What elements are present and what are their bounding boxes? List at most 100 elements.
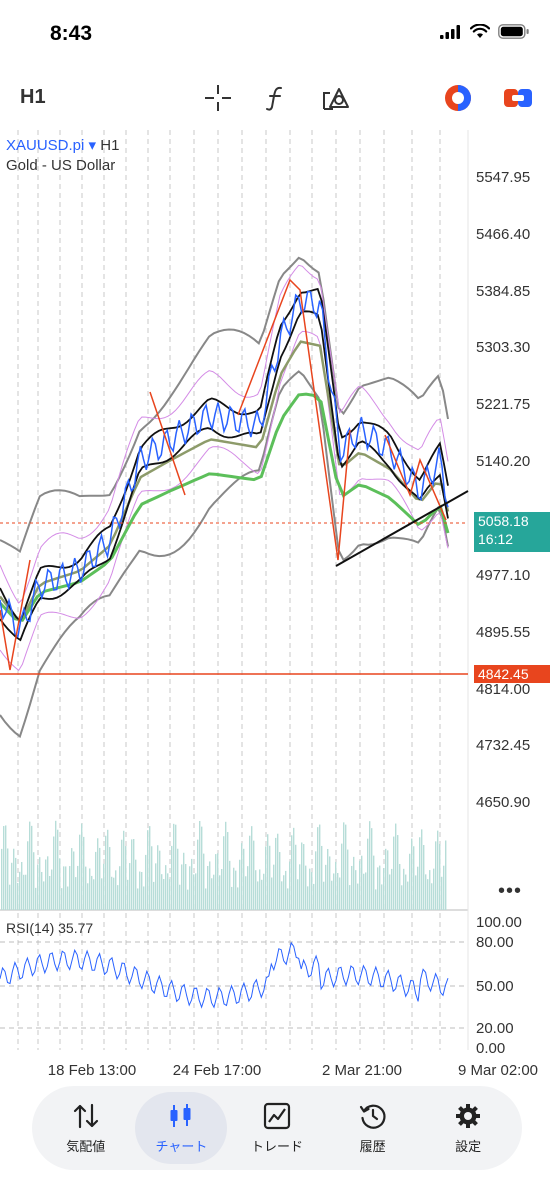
volume-bar xyxy=(23,874,25,910)
volume-bar xyxy=(55,820,57,910)
price-axis-label: 5547.95 xyxy=(476,169,530,186)
symbol-description: Gold - US Dollar xyxy=(6,157,116,174)
nav-history[interactable]: 履歴 xyxy=(327,1092,419,1164)
price-chart[interactable]: 5547.95 5466.40 5384.85 5303.30 5221.75 5140.… xyxy=(0,130,554,1080)
volume-bar xyxy=(167,873,169,910)
symbol-timeframe: H1 xyxy=(100,137,120,154)
candlestick-icon xyxy=(167,1102,195,1130)
status-icons xyxy=(440,24,530,39)
nav-quotes-label: 気配値 xyxy=(66,1138,106,1154)
volume-bar xyxy=(209,861,211,910)
objects-icon[interactable] xyxy=(320,82,352,114)
volume-bar xyxy=(235,870,237,910)
volume-bar xyxy=(63,866,65,910)
volume-bar xyxy=(129,863,131,910)
volume-bar xyxy=(325,864,327,910)
volume-bar xyxy=(261,879,263,910)
price-axis-label: 4732.45 xyxy=(476,737,530,754)
volume-bar xyxy=(201,826,203,910)
current-price: 5058.18 xyxy=(478,513,529,529)
volume-bar xyxy=(41,871,43,910)
volume-bar xyxy=(111,876,113,910)
volume-bar xyxy=(307,886,309,910)
nav-trade[interactable]: トレード xyxy=(231,1092,323,1164)
volume-bar xyxy=(291,835,293,910)
volume-bar xyxy=(249,835,251,910)
volume-bar xyxy=(311,872,313,910)
volume-bar xyxy=(197,839,199,910)
bar-countdown: 16:12 xyxy=(478,531,514,547)
volume-bar xyxy=(171,845,173,910)
chart-canvas[interactable]: 5547.95 5466.40 5384.85 5303.30 5221.75 5140.… xyxy=(0,130,554,1080)
nav-quotes[interactable]: 気配値 xyxy=(40,1092,132,1164)
volume-bar xyxy=(49,876,51,910)
volume-bar xyxy=(277,833,279,910)
volume-bar xyxy=(237,887,239,910)
volume-bar xyxy=(251,826,253,910)
volume-bar xyxy=(163,879,165,910)
volume-bar xyxy=(31,825,33,910)
volume-bar xyxy=(407,881,409,910)
bottom-nav: 気配値 チャート トレード 履歴 xyxy=(32,1086,522,1170)
function-icon[interactable] xyxy=(260,82,292,114)
volume-bar xyxy=(439,844,441,910)
volume-bar xyxy=(405,874,407,910)
volume-bar xyxy=(153,881,155,910)
more-icon[interactable]: ••• xyxy=(498,880,523,902)
price-axis-label: 4650.90 xyxy=(476,794,530,811)
price-line xyxy=(0,290,449,639)
volume-bar xyxy=(157,845,159,910)
volume-bar xyxy=(107,829,109,910)
volume-bar xyxy=(245,876,247,910)
lower-band-line xyxy=(0,330,449,672)
rsi-line xyxy=(0,941,449,1009)
status-time: 8:43 xyxy=(50,22,93,45)
volume-bar xyxy=(231,886,233,910)
volume-bar xyxy=(239,859,241,910)
volume-bar xyxy=(131,839,133,910)
volume-bar xyxy=(429,870,431,910)
status-bar: 8:43 xyxy=(0,0,554,70)
horizontal-line-price-tag: 4842.45 xyxy=(474,665,550,683)
volume-bar xyxy=(27,841,29,910)
volume-bar xyxy=(339,877,341,910)
rsi-axis-label: 80.00 xyxy=(476,934,514,951)
volume-bar xyxy=(295,844,297,910)
volume-bar xyxy=(247,866,249,910)
account-icon[interactable] xyxy=(442,82,474,114)
volume-bar xyxy=(127,879,129,910)
volume-bar xyxy=(15,857,17,910)
nav-settings[interactable]: 設定 xyxy=(422,1092,514,1164)
price-axis-label: 4814.00 xyxy=(476,681,530,698)
connect-icon[interactable] xyxy=(502,82,534,114)
volume-bar xyxy=(99,847,101,910)
symbol-title[interactable]: XAUUSD.pi ▾ H1 xyxy=(6,136,119,154)
volume-bar xyxy=(301,842,303,910)
volume-bar xyxy=(397,835,399,910)
gear-icon xyxy=(454,1102,482,1130)
timeframe-button[interactable]: H1 xyxy=(20,86,46,108)
nav-chart[interactable]: チャート xyxy=(135,1092,228,1164)
price-axis-label: 5466.40 xyxy=(476,226,530,243)
symbol-dropdown-icon[interactable]: ▾ xyxy=(88,137,97,154)
signal-icon xyxy=(440,24,460,39)
volume-bar xyxy=(253,840,255,910)
price-axis-label: 4895.55 xyxy=(476,624,530,641)
volume-bar xyxy=(217,853,219,910)
rsi-axis-label: 0.00 xyxy=(476,1040,505,1057)
volume-bar xyxy=(395,823,397,910)
volume-bar xyxy=(241,843,243,910)
volume-bar xyxy=(67,886,69,910)
crosshair-icon[interactable] xyxy=(202,82,234,114)
volume-bar xyxy=(379,865,381,910)
volume-bar xyxy=(425,874,427,910)
volume-bar xyxy=(333,873,335,910)
volume-bar xyxy=(435,841,437,910)
volume-bar xyxy=(113,877,115,910)
volume-bar xyxy=(11,862,13,910)
nav-trade-label: トレード xyxy=(250,1138,303,1154)
volume-bar xyxy=(285,870,287,910)
volume-bar xyxy=(309,868,311,910)
symbol-name[interactable]: XAUUSD.pi xyxy=(6,137,85,154)
volume-bar xyxy=(51,869,53,910)
